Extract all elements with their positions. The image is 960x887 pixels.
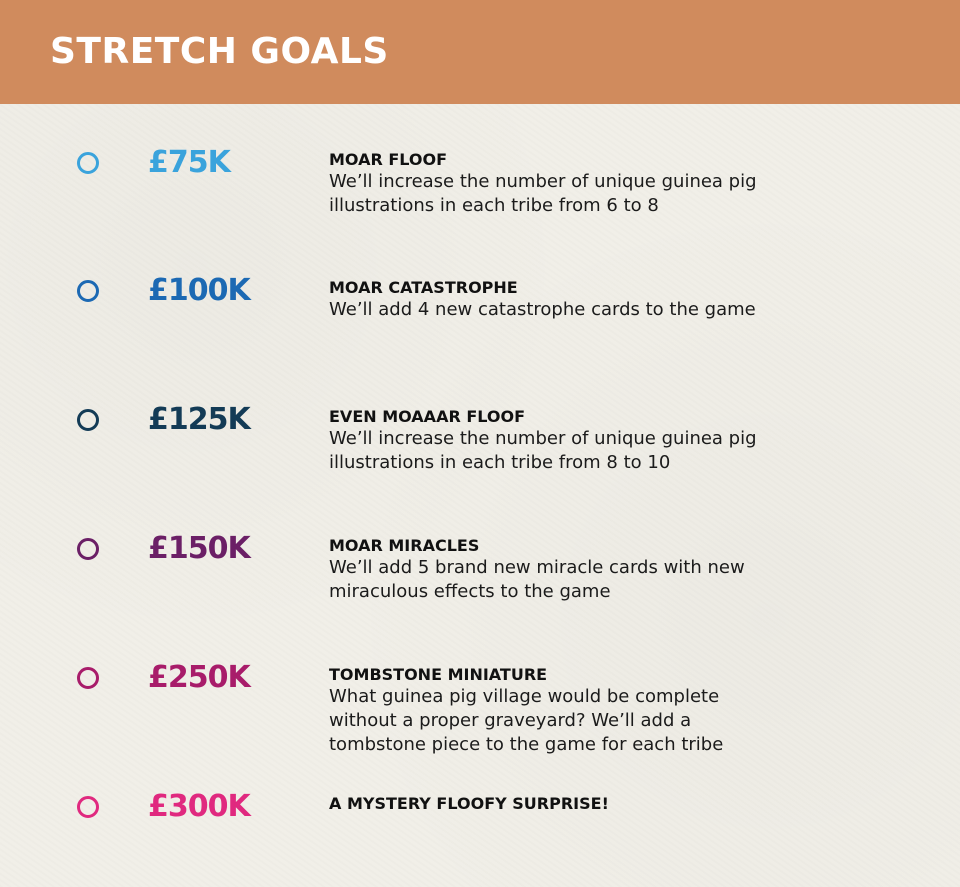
goal-amount: £125K — [148, 402, 251, 437]
goal-description: We’ll increase the number of unique guin… — [329, 428, 757, 473]
goal-status-circle-icon — [77, 538, 99, 560]
goal-status-circle-icon — [77, 409, 99, 431]
goal-status-circle-icon — [77, 796, 99, 818]
goal-status-circle-icon — [77, 667, 99, 689]
goal-description: What guinea pig village would be complet… — [329, 686, 724, 755]
goal-description: We’ll add 4 new catastrophe cards to the… — [329, 299, 756, 320]
goal-title: MOAR MIRACLES — [329, 536, 480, 555]
goal-title: A MYSTERY FLOOFY SURPRISE! — [329, 794, 609, 813]
goal-amount: £300K — [148, 789, 251, 824]
goal-amount: £250K — [148, 660, 251, 695]
goal-description: We’ll add 5 brand new miracle cards with… — [329, 557, 745, 602]
goal-amount: £100K — [148, 273, 251, 308]
goal-title: MOAR CATASTROPHE — [329, 278, 518, 297]
goal-title: TOMBSTONE MINIATURE — [329, 665, 548, 684]
goal-status-circle-icon — [77, 280, 99, 302]
page-title: STRETCH GOALS — [50, 31, 389, 72]
goal-title: EVEN MOAAAR FLOOF — [329, 407, 526, 426]
goal-title: MOAR FLOOF — [329, 150, 448, 169]
goal-amount: £75K — [148, 145, 231, 180]
goal-status-circle-icon — [77, 152, 99, 174]
header-banner: STRETCH GOALS — [0, 0, 960, 104]
goal-description: We’ll increase the number of unique guin… — [329, 171, 757, 216]
goal-amount: £150K — [148, 531, 251, 566]
